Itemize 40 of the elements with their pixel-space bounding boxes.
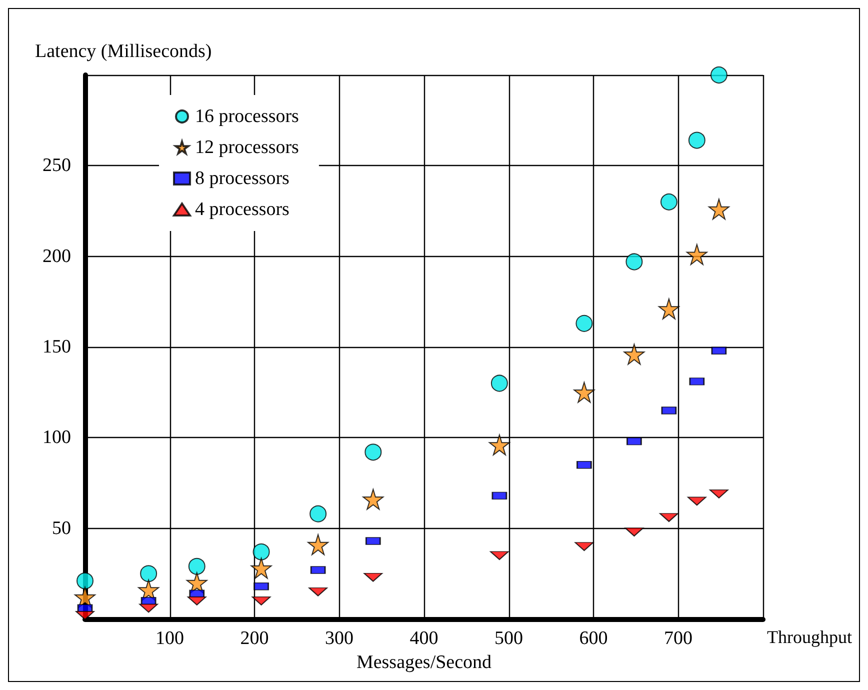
y-tick-label: 150 bbox=[42, 336, 71, 358]
point bbox=[250, 558, 272, 579]
legend-label: 12 processors bbox=[195, 137, 299, 158]
x-tick-label: 700 bbox=[664, 628, 692, 649]
legend-label: 4 processors bbox=[195, 199, 290, 220]
x-tick-label: 100 bbox=[156, 628, 184, 649]
y-tick-label: 250 bbox=[42, 155, 71, 176]
point bbox=[688, 132, 706, 149]
legend-label: 8 processors bbox=[195, 168, 290, 189]
point bbox=[76, 572, 94, 590]
point bbox=[626, 253, 643, 270]
point bbox=[490, 374, 508, 392]
point bbox=[710, 66, 728, 84]
x-tick-label: 600 bbox=[579, 628, 608, 649]
point bbox=[362, 488, 384, 510]
point bbox=[488, 434, 510, 456]
point bbox=[576, 314, 593, 332]
point bbox=[140, 565, 158, 582]
point bbox=[686, 244, 708, 266]
point bbox=[308, 534, 329, 556]
x-tick-label: 400 bbox=[410, 628, 438, 649]
text: Throughput bbox=[767, 627, 852, 647]
point bbox=[658, 298, 680, 320]
y-axis-title: Latency (Milliseconds) bbox=[35, 41, 212, 62]
point bbox=[708, 198, 730, 220]
x-axis-title: Messages/Second bbox=[356, 652, 492, 673]
y-tick-label: 50 bbox=[52, 518, 71, 539]
y-tick-label: 100 bbox=[42, 427, 71, 448]
point bbox=[624, 344, 645, 365]
point bbox=[252, 543, 270, 560]
point bbox=[364, 444, 382, 461]
x-tick-label: 300 bbox=[325, 628, 354, 649]
point bbox=[574, 382, 595, 403]
point bbox=[660, 193, 678, 210]
legend-label: 16 processors bbox=[195, 106, 299, 127]
x-tick-label: 200 bbox=[240, 628, 269, 649]
y-tick-label: 200 bbox=[42, 246, 71, 267]
x-tick-label: 500 bbox=[494, 628, 523, 649]
point bbox=[188, 558, 206, 575]
point bbox=[310, 505, 327, 522]
